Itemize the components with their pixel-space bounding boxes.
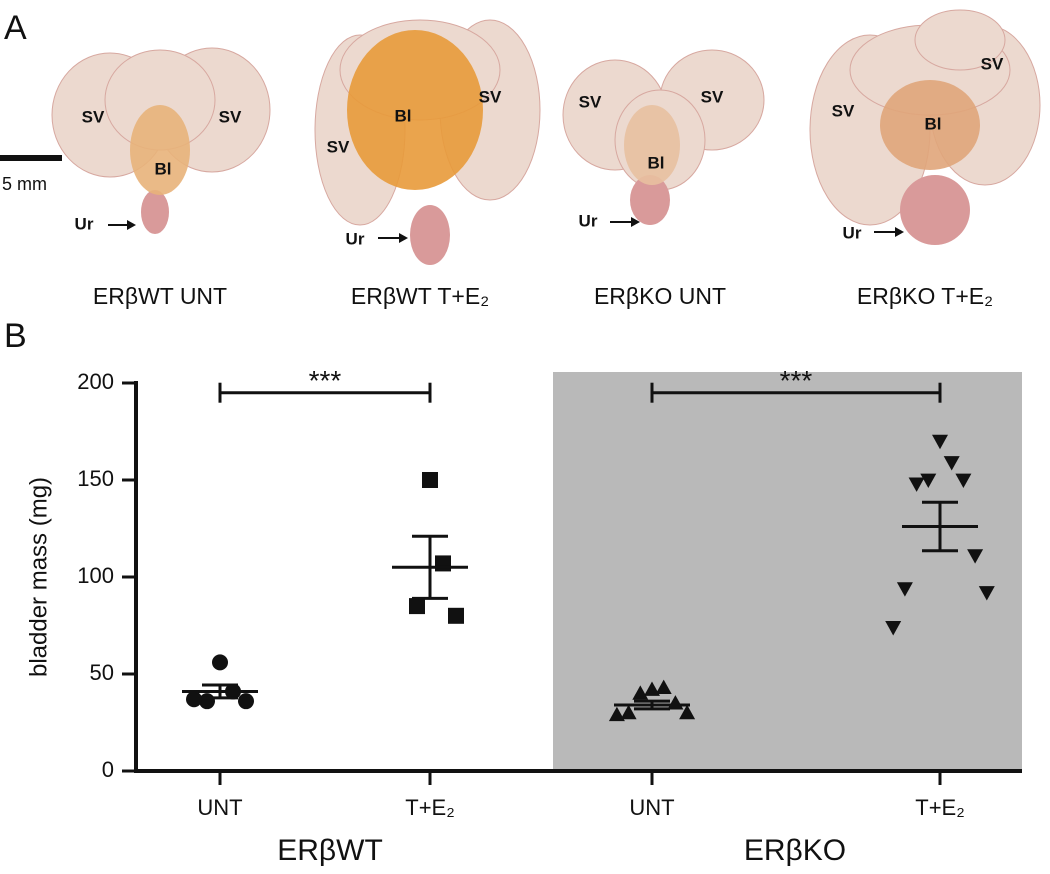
data-point xyxy=(943,456,960,471)
specimen-label: SV xyxy=(701,87,724,106)
specimen-label: Bl xyxy=(395,106,412,125)
seminal-vesicle xyxy=(914,9,1006,71)
panel-label: A xyxy=(4,9,27,47)
specimen-label: SV xyxy=(579,92,602,111)
data-point xyxy=(186,691,202,708)
bladder xyxy=(130,105,190,195)
group-label: ERβWT xyxy=(277,834,383,867)
x-tick-label: UNT xyxy=(197,795,242,820)
data-point xyxy=(978,586,995,601)
specimen-label: SV xyxy=(219,107,242,126)
significance-label: *** xyxy=(780,365,813,396)
data-point xyxy=(644,681,660,696)
data-point xyxy=(908,477,925,492)
y-axis-label: bladder mass (mg) xyxy=(25,477,52,677)
panel-label: B xyxy=(4,317,27,355)
specimen-label: Ur xyxy=(346,229,365,248)
data-point xyxy=(212,654,228,671)
data-point xyxy=(422,472,438,488)
data-point xyxy=(920,473,937,488)
significance-label: *** xyxy=(309,365,342,396)
y-tick-label: 0 xyxy=(102,757,114,782)
bladder xyxy=(624,105,680,185)
urethra xyxy=(630,175,670,225)
urethra xyxy=(410,205,450,265)
data-point xyxy=(896,582,913,597)
arrow-head xyxy=(399,233,408,243)
arrow-head xyxy=(895,227,904,237)
specimen-caption: ERβWT UNT xyxy=(93,283,227,309)
specimen-label: SV xyxy=(832,101,855,120)
x-tick-label: UNT xyxy=(629,795,674,820)
specimen-label: Bl xyxy=(155,159,172,178)
group-shade xyxy=(553,372,1022,771)
y-tick-label: 100 xyxy=(77,563,114,588)
specimen-label: Ur xyxy=(75,214,94,233)
data-point xyxy=(448,607,464,624)
data-point xyxy=(608,706,625,722)
specimen-label: Bl xyxy=(648,153,665,172)
x-tick-label: T+E₂ xyxy=(915,795,965,820)
specimen-label: Bl xyxy=(925,114,942,133)
data-point xyxy=(655,679,672,694)
specimen-caption: ERβKO T+E₂ xyxy=(857,283,993,309)
data-point xyxy=(955,473,972,488)
data-point xyxy=(679,704,696,720)
data-point xyxy=(409,598,425,615)
y-tick-label: 50 xyxy=(90,660,114,685)
specimen-label: SV xyxy=(82,107,105,126)
bladder xyxy=(880,80,980,170)
group-label: ERβKO xyxy=(744,834,846,867)
arrow-head xyxy=(127,220,136,230)
bladder xyxy=(347,30,483,190)
data-point xyxy=(435,555,451,572)
specimen-label: Ur xyxy=(843,223,862,242)
y-tick-label: 200 xyxy=(77,369,114,394)
data-point xyxy=(967,549,984,564)
y-tick-label: 150 xyxy=(77,466,114,491)
urethra xyxy=(141,190,169,234)
scale-bar-label: 5 mm xyxy=(2,174,47,194)
data-point xyxy=(632,685,649,700)
data-point xyxy=(620,704,637,720)
specimen-label: SV xyxy=(327,137,350,156)
urethra xyxy=(900,175,970,245)
specimen-caption: ERβWT T+E₂ xyxy=(351,283,489,309)
arrow-head xyxy=(631,217,640,227)
data-point xyxy=(238,693,254,710)
data-point xyxy=(932,434,948,450)
specimen-label: Ur xyxy=(579,211,598,230)
x-tick-label: T+E₂ xyxy=(405,795,455,820)
specimen-caption: ERβKO UNT xyxy=(594,283,726,309)
specimen-label: SV xyxy=(479,87,502,106)
data-point xyxy=(885,621,902,636)
specimen-label: SV xyxy=(981,54,1004,73)
